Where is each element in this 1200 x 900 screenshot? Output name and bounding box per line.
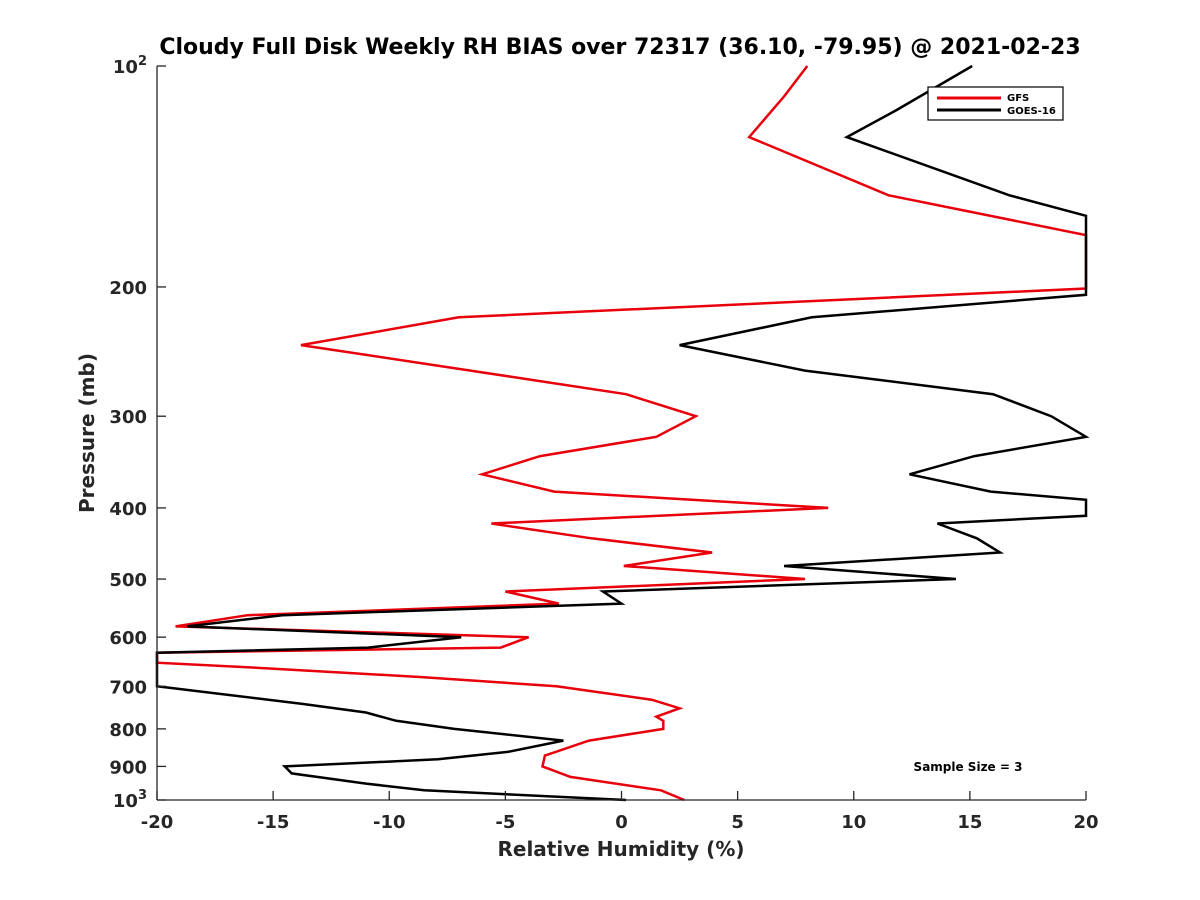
y-tick-label: 200 xyxy=(109,278,147,299)
x-tick-label: 5 xyxy=(731,812,744,833)
x-tick-label: -15 xyxy=(257,812,290,833)
chart-title: Cloudy Full Disk Weekly RH BIAS over 723… xyxy=(159,35,1080,60)
y-tick-label: 800 xyxy=(109,720,147,741)
y-tick-label: 400 xyxy=(109,499,147,520)
legend: GFS GOES-16 xyxy=(927,86,1064,121)
y-axis: 102 200 300 400 500 600 700 800 900 103 xyxy=(109,54,166,812)
y-tick-label: 700 xyxy=(109,677,147,698)
legend-label-goes16: GOES-16 xyxy=(1007,106,1056,117)
x-tick-label: -5 xyxy=(495,812,515,833)
plot-area xyxy=(155,64,1090,802)
x-tick-label: 15 xyxy=(957,812,982,833)
x-axis: -20 -15 -10 -5 0 5 10 15 20 xyxy=(141,791,1099,833)
x-tick-label: 0 xyxy=(615,812,628,833)
series-line-gfs xyxy=(155,65,1088,802)
x-axis-label: Relative Humidity (%) xyxy=(497,837,744,861)
series-line-goes16 xyxy=(155,64,1090,802)
y-axis-label: Pressure (mb) xyxy=(75,353,99,513)
sample-size-annotation: Sample Size = 3 xyxy=(914,760,1023,774)
x-tick-label: -20 xyxy=(141,812,174,833)
y-tick-label: 900 xyxy=(109,757,147,778)
y-tick-label: 102 xyxy=(113,54,147,78)
y-tick-label: 300 xyxy=(109,407,147,428)
y-tick-label: 103 xyxy=(113,788,147,812)
legend-box xyxy=(927,86,1064,121)
x-tick-label: 10 xyxy=(841,812,866,833)
legend-label-gfs: GFS xyxy=(1007,93,1029,104)
y-tick-label: 600 xyxy=(109,628,147,649)
x-tick-label: 20 xyxy=(1073,812,1098,833)
y-tick-label: 500 xyxy=(109,570,147,591)
x-tick-label: -10 xyxy=(373,812,406,833)
